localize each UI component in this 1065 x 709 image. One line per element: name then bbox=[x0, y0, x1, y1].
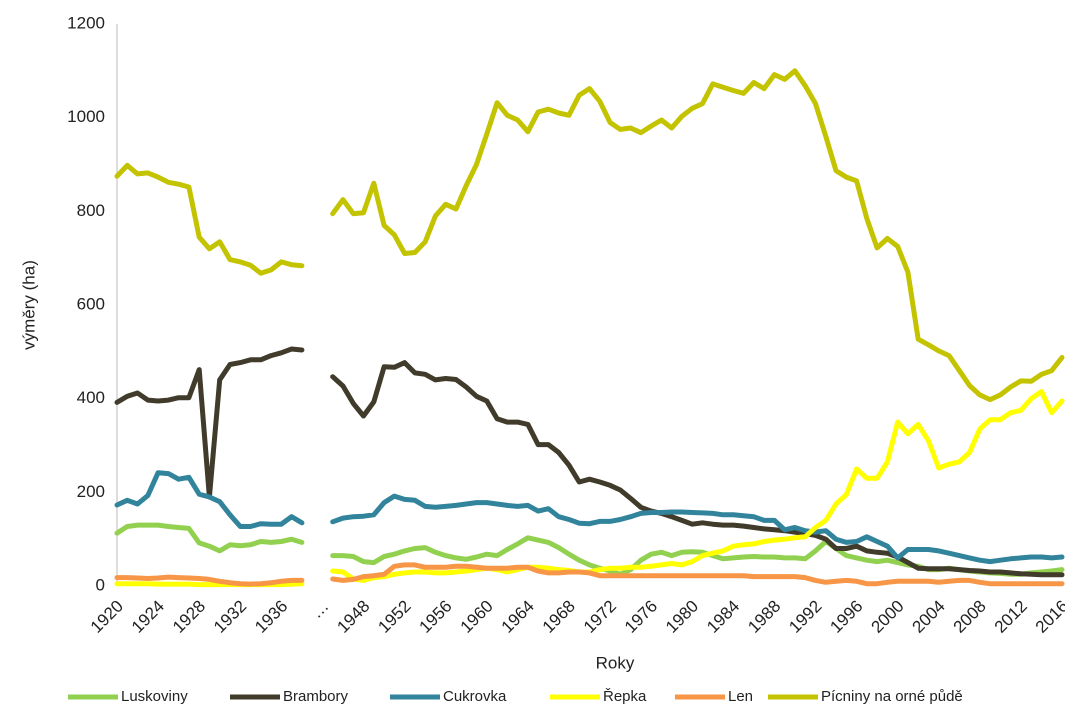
x-tick-label: 1988 bbox=[744, 597, 784, 637]
series-line bbox=[114, 68, 1065, 403]
y-tick-label: 1000 bbox=[67, 107, 105, 126]
x-tick-label: 1956 bbox=[416, 597, 456, 637]
y-tick-label: 400 bbox=[77, 388, 105, 407]
legend-label: Brambory bbox=[283, 688, 349, 705]
y-tick-label: 800 bbox=[77, 201, 105, 220]
x-tick-label: 2012 bbox=[991, 597, 1031, 637]
x-tick-label: 1984 bbox=[703, 597, 743, 637]
x-tick-label: 2004 bbox=[909, 597, 949, 637]
x-tick-label: 1924 bbox=[128, 597, 168, 637]
y-tick-label: 0 bbox=[96, 575, 105, 594]
x-tick-label: 2000 bbox=[867, 597, 907, 637]
x-tick-label: … bbox=[307, 597, 332, 622]
x-tick-label: 1952 bbox=[374, 597, 414, 637]
y-tick-label: 600 bbox=[77, 294, 105, 313]
x-axis-label: Roky bbox=[596, 653, 635, 672]
x-tick-label: 1964 bbox=[498, 597, 538, 637]
x-tick-label: 1948 bbox=[333, 597, 373, 637]
x-tick-label: 1992 bbox=[785, 597, 825, 637]
legend-label: Pícniny na orné půdě bbox=[821, 688, 963, 705]
series-line bbox=[114, 389, 1065, 588]
x-tick-label: 1980 bbox=[662, 597, 702, 637]
legend-label: Cukrovka bbox=[443, 688, 507, 705]
x-tick-label: 2016 bbox=[1032, 597, 1065, 637]
y-tick-label: 200 bbox=[77, 482, 105, 501]
legend-label: Len bbox=[728, 688, 753, 705]
x-tick-label: 1968 bbox=[539, 597, 579, 637]
x-tick-label: 1976 bbox=[621, 597, 661, 637]
x-tick-label: 1920 bbox=[87, 597, 127, 637]
series-line bbox=[114, 562, 1065, 587]
x-tick-label: 1996 bbox=[826, 597, 866, 637]
x-tick-label: 1960 bbox=[457, 597, 497, 637]
x-tick-label: 1972 bbox=[580, 597, 620, 637]
series-line bbox=[114, 470, 1065, 565]
y-axis-label: výměry (ha) bbox=[19, 260, 38, 350]
y-tick-label: 1200 bbox=[67, 13, 105, 32]
x-tick-label: 2008 bbox=[950, 597, 990, 637]
legend-label: Luskoviny bbox=[121, 688, 188, 705]
legend-label: Řepka bbox=[603, 688, 647, 705]
x-tick-label: 1932 bbox=[210, 597, 250, 637]
x-tick-label: 1936 bbox=[251, 597, 291, 637]
x-tick-label: 1928 bbox=[169, 597, 209, 637]
